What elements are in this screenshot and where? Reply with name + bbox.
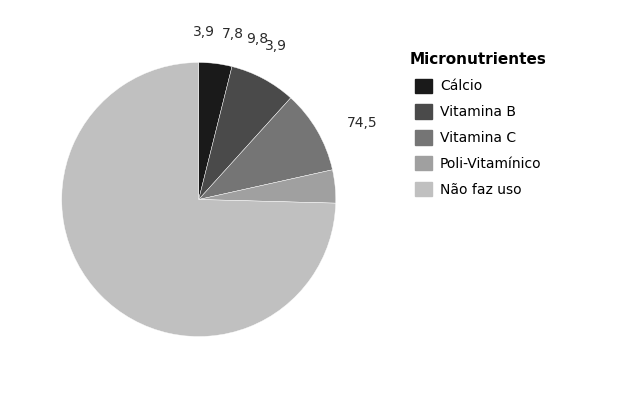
Text: 9,8: 9,8 bbox=[247, 32, 269, 46]
Text: 3,9: 3,9 bbox=[194, 26, 215, 40]
Text: 3,9: 3,9 bbox=[265, 39, 287, 53]
Text: 7,8: 7,8 bbox=[221, 27, 244, 41]
Wedge shape bbox=[199, 67, 291, 200]
Wedge shape bbox=[62, 63, 336, 336]
Wedge shape bbox=[199, 98, 333, 200]
Legend: Cálcio, Vitamina B, Vitamina C, Poli-Vitamínico, Não faz uso: Cálcio, Vitamina B, Vitamina C, Poli-Vit… bbox=[404, 47, 553, 203]
Text: 74,5: 74,5 bbox=[347, 116, 378, 130]
Wedge shape bbox=[199, 170, 336, 203]
Wedge shape bbox=[199, 63, 232, 200]
